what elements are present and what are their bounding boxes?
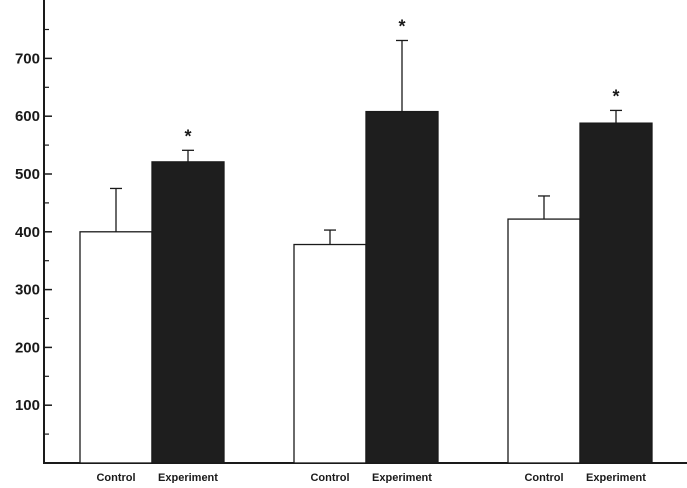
bars bbox=[79, 39, 653, 464]
y-tick-label: 200 bbox=[15, 339, 40, 356]
x-category-label: Experiment bbox=[586, 472, 646, 483]
x-category-label: Experiment bbox=[158, 472, 218, 483]
x-category-label: Experiment bbox=[372, 472, 432, 483]
y-tick-label: 700 bbox=[15, 50, 40, 67]
y-tick-label: 600 bbox=[15, 108, 40, 125]
bar-control bbox=[507, 218, 581, 464]
y-tick-label: 100 bbox=[15, 397, 40, 414]
significance-marker: * bbox=[184, 126, 191, 146]
bar-experiment bbox=[579, 122, 653, 464]
y-tick-label: 300 bbox=[15, 282, 40, 299]
significance-marker: * bbox=[398, 16, 405, 36]
bar-control bbox=[79, 231, 153, 464]
labels: 100 200 300 400 500 600 700 Control * Experiment C… bbox=[15, 16, 646, 484]
bar-control bbox=[293, 243, 367, 464]
bar-experiment bbox=[365, 110, 439, 464]
x-category-label: Control bbox=[310, 472, 349, 483]
x-category-label: Control bbox=[524, 472, 563, 483]
bar-experiment bbox=[151, 161, 225, 464]
y-tick-label: 500 bbox=[15, 166, 40, 183]
x-category-label: Control bbox=[96, 472, 135, 483]
significance-marker: * bbox=[612, 86, 619, 106]
y-tick-label: 400 bbox=[15, 224, 40, 241]
